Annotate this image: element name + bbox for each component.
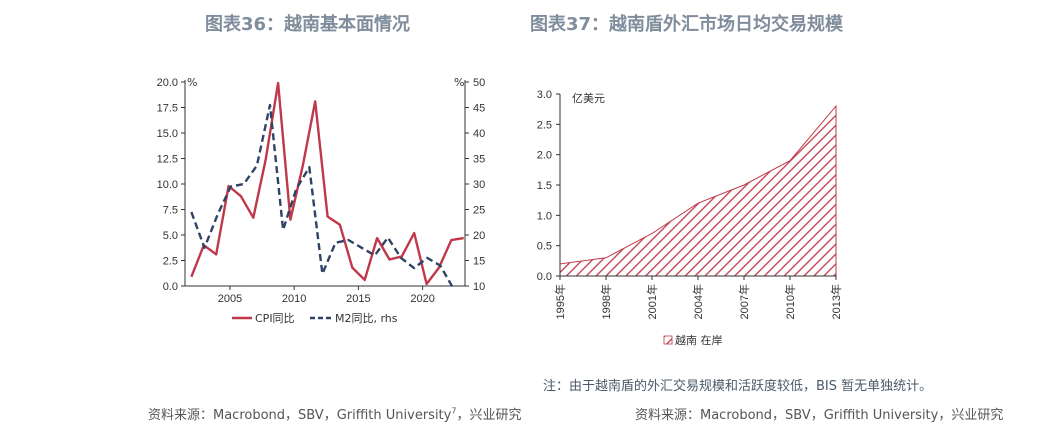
left-chart-title: 图表36：越南基本面情况 — [205, 14, 411, 35]
left-ytick-label: 7.5 — [163, 205, 178, 217]
left-ytick-label: 5.0 — [163, 230, 178, 242]
right-legend: 越南 在岸 — [663, 333, 723, 347]
right-chart-note: 注：由于越南盾的外汇交易规模和活跃度较低，BIS 暂无单独统计。 — [543, 379, 933, 394]
area-xtick-label: 2004年 — [691, 284, 705, 319]
left-ytick-label: 15.0 — [157, 128, 178, 140]
cpi-yoy-line — [190, 81, 464, 286]
left-line-chart: % % 0.0 2.5 5.0 7.5 10.0 12.5 15.0 17.5 20.0 10 1… — [157, 76, 486, 325]
left-ytick-label: 12.5 — [157, 154, 178, 166]
right-axis-unit: % — [454, 76, 464, 89]
right-ytick-label: 45 — [473, 103, 485, 115]
legend-m2-label: M2同比, rhs — [335, 312, 398, 325]
m2-yoy-line — [190, 103, 455, 290]
left-xtick-label: 2010 — [282, 293, 306, 305]
area-ytick-label: 0.5 — [537, 241, 552, 253]
area-ytick-label: 1.0 — [537, 210, 552, 222]
area-xtick-label: 2013年 — [829, 284, 843, 319]
left-ytick-label: 10.0 — [157, 179, 178, 191]
right-ytick-label: 30 — [473, 179, 485, 191]
right-ytick-label: 50 — [473, 77, 485, 89]
left-legend: CPI同比 M2同比, rhs — [232, 312, 398, 325]
left-ytick-label: 0.0 — [163, 281, 178, 293]
left-chart-axes — [184, 80, 466, 287]
left-source-prefix: 资料来源：Macrobond，SBV，Griffith University — [148, 408, 452, 423]
left-axis-unit: % — [187, 76, 197, 89]
area-xtick-label: 1995年 — [553, 284, 567, 319]
legend-cpi-label: CPI同比 — [255, 312, 295, 325]
legend-area-swatch — [663, 335, 673, 345]
left-xtick-label: 2015 — [346, 293, 370, 305]
right-area-chart: 亿美元 0.0 0.5 1.0 1.5 2.0 2.5 3.0 1995年 1998年 2001… — [537, 89, 843, 347]
right-chart-ylabel: 亿美元 — [572, 92, 605, 105]
right-chart-title: 图表37：越南盾外汇市场日均交易规模 — [530, 14, 844, 35]
area-series-vietnam-onshore — [559, 104, 837, 277]
right-ytick-label: 10 — [473, 281, 485, 293]
right-ytick-label: 35 — [473, 154, 485, 166]
area-ytick-label: 2.0 — [537, 150, 552, 162]
left-source-footnote-mark: 7 — [451, 406, 457, 416]
left-xtick-label: 2020 — [410, 293, 434, 305]
area-ytick-label: 2.5 — [537, 119, 552, 131]
area-ytick-label: 0.0 — [537, 271, 552, 283]
area-xtick-label: 1998年 — [599, 284, 613, 319]
legend-area-label: 越南 在岸 — [675, 333, 723, 347]
left-source-suffix: ，兴业研究 — [456, 408, 522, 423]
left-xtick-label: 2005 — [218, 293, 242, 305]
left-ytick-label: 2.5 — [163, 256, 178, 268]
area-xtick-label: 2010年 — [783, 284, 797, 319]
right-ytick-label: 15 — [473, 256, 485, 268]
area-xtick-label: 2007年 — [737, 284, 751, 319]
area-ytick-label: 1.5 — [537, 180, 552, 192]
area-ytick-label: 3.0 — [537, 89, 552, 101]
area-xtick-label: 2001年 — [645, 284, 659, 319]
right-ytick-label: 25 — [473, 205, 485, 217]
right-ytick-label: 40 — [473, 128, 485, 140]
left-chart-source: 资料来源：Macrobond，SBV，Griffith University7，… — [148, 404, 521, 423]
left-ytick-label: 20.0 — [157, 77, 178, 89]
right-ytick-label: 20 — [473, 230, 485, 242]
left-ytick-label: 17.5 — [157, 103, 178, 115]
right-chart-source: 资料来源：Macrobond，SBV，Griffith University，兴… — [635, 408, 1004, 423]
